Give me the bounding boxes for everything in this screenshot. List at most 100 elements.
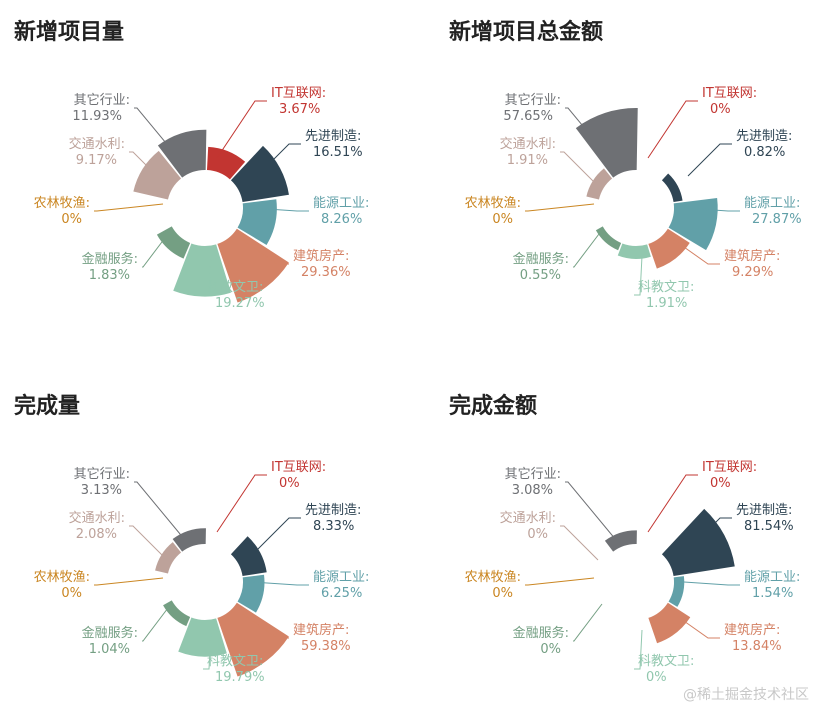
value-label: 0%	[279, 476, 300, 491]
label-leader-line	[525, 577, 595, 586]
value-label: 9.17%	[76, 153, 117, 168]
value-label: 3.67%	[279, 102, 320, 117]
label-leader-line	[94, 203, 164, 212]
rose-sector[interactable]	[595, 226, 622, 251]
label-leader-line	[216, 100, 267, 159]
rose-sector[interactable]	[133, 150, 182, 200]
category-label: 农林牧渔:	[34, 196, 90, 211]
value-label: 81.54%	[744, 519, 794, 534]
category-label: 金融服务:	[513, 251, 569, 267]
rose-chart-3: IT互联网:0%先进制造:8.33%能源工业:6.25%建筑房产:59.38%科…	[34, 460, 370, 685]
rose-sector[interactable]	[661, 173, 683, 203]
value-label: 0%	[540, 642, 561, 657]
rose-sector[interactable]	[157, 129, 207, 178]
rose-sector[interactable]	[575, 107, 638, 178]
label-leader-line	[242, 239, 289, 265]
rose-sector[interactable]	[217, 602, 289, 677]
value-label: 0%	[61, 212, 82, 227]
category-label: 先进制造:	[736, 129, 792, 144]
category-label: IT互联网:	[702, 460, 757, 475]
category-label: 其它行业:	[74, 92, 130, 108]
label-leader-line	[647, 100, 698, 159]
rose-sector[interactable]	[206, 146, 246, 180]
rose-sector[interactable]	[604, 530, 637, 552]
label-leader-line	[256, 517, 301, 551]
label-leader-line	[203, 629, 212, 670]
value-label: 1.54%	[752, 586, 793, 601]
rose-sector[interactable]	[617, 243, 651, 259]
rose-sector[interactable]	[237, 199, 277, 245]
label-leader-line	[687, 143, 732, 177]
value-label: 0%	[710, 102, 731, 117]
rose-sector[interactable]	[173, 243, 231, 297]
category-label: 建筑房产:	[724, 622, 780, 638]
value-label: 3.13%	[81, 483, 122, 498]
rose-sector[interactable]	[661, 508, 735, 577]
rose-sector[interactable]	[163, 600, 191, 627]
category-label: 能源工业:	[744, 196, 800, 211]
value-label: 0%	[710, 476, 731, 491]
label-leader-line	[560, 151, 599, 187]
label-leader-line	[242, 613, 289, 639]
label-leader-line	[256, 143, 301, 177]
category-label: 金融服务:	[82, 625, 138, 641]
category-label: IT互联网:	[271, 460, 326, 475]
label-leader-line	[687, 517, 732, 551]
category-label: 农林牧渔:	[465, 196, 521, 211]
rose-sector[interactable]	[217, 228, 289, 303]
label-leader-line	[134, 481, 186, 541]
value-label: 11.93%	[72, 109, 122, 124]
rose-sector[interactable]	[230, 145, 289, 203]
chart-title-completed-amount: 完成金额	[449, 394, 538, 419]
label-leader-line	[129, 151, 168, 187]
label-leader-line	[142, 603, 172, 642]
category-label: 交通水利:	[500, 510, 556, 526]
value-label: 0%	[646, 670, 667, 685]
category-label: 金融服务:	[513, 625, 569, 641]
chart-title-completed: 完成量	[14, 394, 81, 419]
rose-sector[interactable]	[237, 574, 265, 613]
category-label: 建筑房产:	[724, 248, 780, 264]
rose-sector[interactable]	[172, 528, 206, 552]
value-label: 59.38%	[301, 639, 351, 654]
rose-sector[interactable]	[648, 228, 690, 269]
category-label: 其它行业:	[74, 466, 130, 482]
value-label: 1.91%	[507, 153, 548, 168]
rose-chart-1: IT互联网:3.67% 先进制造:16.51% 能源工业:8.26% 建筑房产:29.…	[34, 86, 370, 311]
value-label: 27.87%	[752, 212, 802, 227]
label-leader-line	[252, 581, 309, 586]
rose-sector[interactable]	[178, 617, 227, 657]
value-label: 8.26%	[321, 212, 362, 227]
rose-sector[interactable]	[155, 542, 182, 574]
category-label: 其它行业:	[505, 466, 561, 482]
label-leader-line	[94, 577, 164, 586]
rose-sector[interactable]	[648, 602, 691, 644]
rose-sector[interactable]	[586, 168, 613, 200]
category-label: 科教文卫:	[638, 279, 694, 295]
label-leader-line	[525, 203, 595, 212]
category-label: 能源工业:	[313, 570, 369, 585]
value-label: 3.08%	[512, 483, 553, 498]
rose-sector[interactable]	[230, 536, 267, 577]
rose-sector[interactable]	[156, 226, 191, 259]
value-label: 6.25%	[321, 586, 362, 601]
category-label: IT互联网:	[702, 86, 757, 101]
rose-sector[interactable]	[668, 576, 685, 607]
value-label: 57.65%	[503, 109, 553, 124]
label-leader-line	[142, 229, 172, 268]
category-label: 先进制造:	[305, 503, 361, 518]
label-leader-line	[573, 603, 603, 642]
rose-sector[interactable]	[668, 198, 718, 251]
chart-title-new-project-amount: 新增项目总金额	[449, 20, 604, 45]
label-leader-line	[216, 474, 267, 533]
value-label: 29.36%	[301, 265, 351, 280]
label-leader-line	[673, 239, 720, 265]
value-label: 1.04%	[89, 642, 130, 657]
value-label: 8.33%	[313, 519, 354, 534]
label-leader-line	[573, 229, 603, 268]
value-label: 1.91%	[646, 296, 687, 311]
value-label: 19.27%	[215, 296, 265, 311]
value-label: 0%	[61, 586, 82, 601]
label-leader-line	[673, 613, 720, 639]
category-label: IT互联网:	[271, 86, 326, 101]
